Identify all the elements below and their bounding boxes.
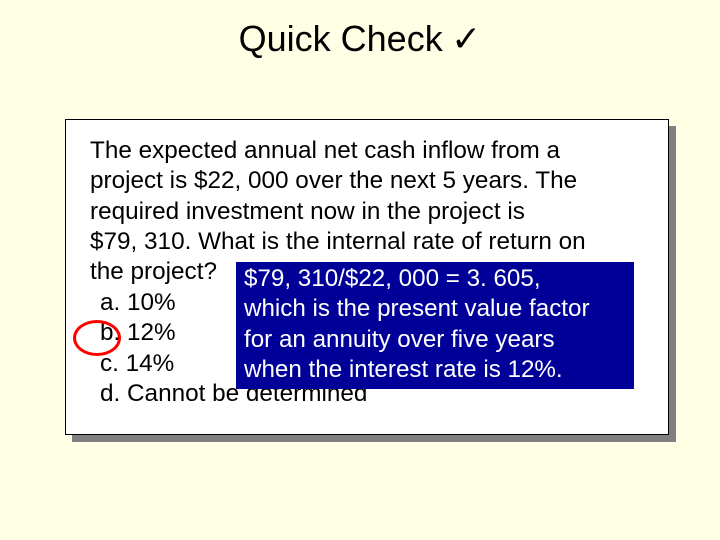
- answer-line: $79, 310/$22, 000 = 3. 605,: [244, 265, 541, 292]
- page-title: Quick Check: [239, 18, 443, 59]
- question-line: $79, 310. What is the internal rate of r…: [90, 228, 586, 255]
- correct-answer-circle: [73, 320, 121, 356]
- question-line: required investment now in the project i…: [90, 198, 525, 225]
- question-line: The expected annual net cash inflow from…: [90, 137, 560, 164]
- question-line: project is $22, 000 over the next 5 year…: [90, 167, 577, 194]
- answer-overlay: $79, 310/$22, 000 = 3. 605, which is the…: [236, 262, 634, 389]
- answer-line: for an annuity over five years: [244, 326, 555, 353]
- title-area: Quick Check ✓: [0, 0, 720, 60]
- question-line: the project?: [90, 258, 217, 285]
- answer-line: when the interest rate is 12%.: [244, 356, 563, 383]
- checkmark-icon: ✓: [451, 18, 481, 59]
- answer-line: which is the present value factor: [244, 295, 590, 322]
